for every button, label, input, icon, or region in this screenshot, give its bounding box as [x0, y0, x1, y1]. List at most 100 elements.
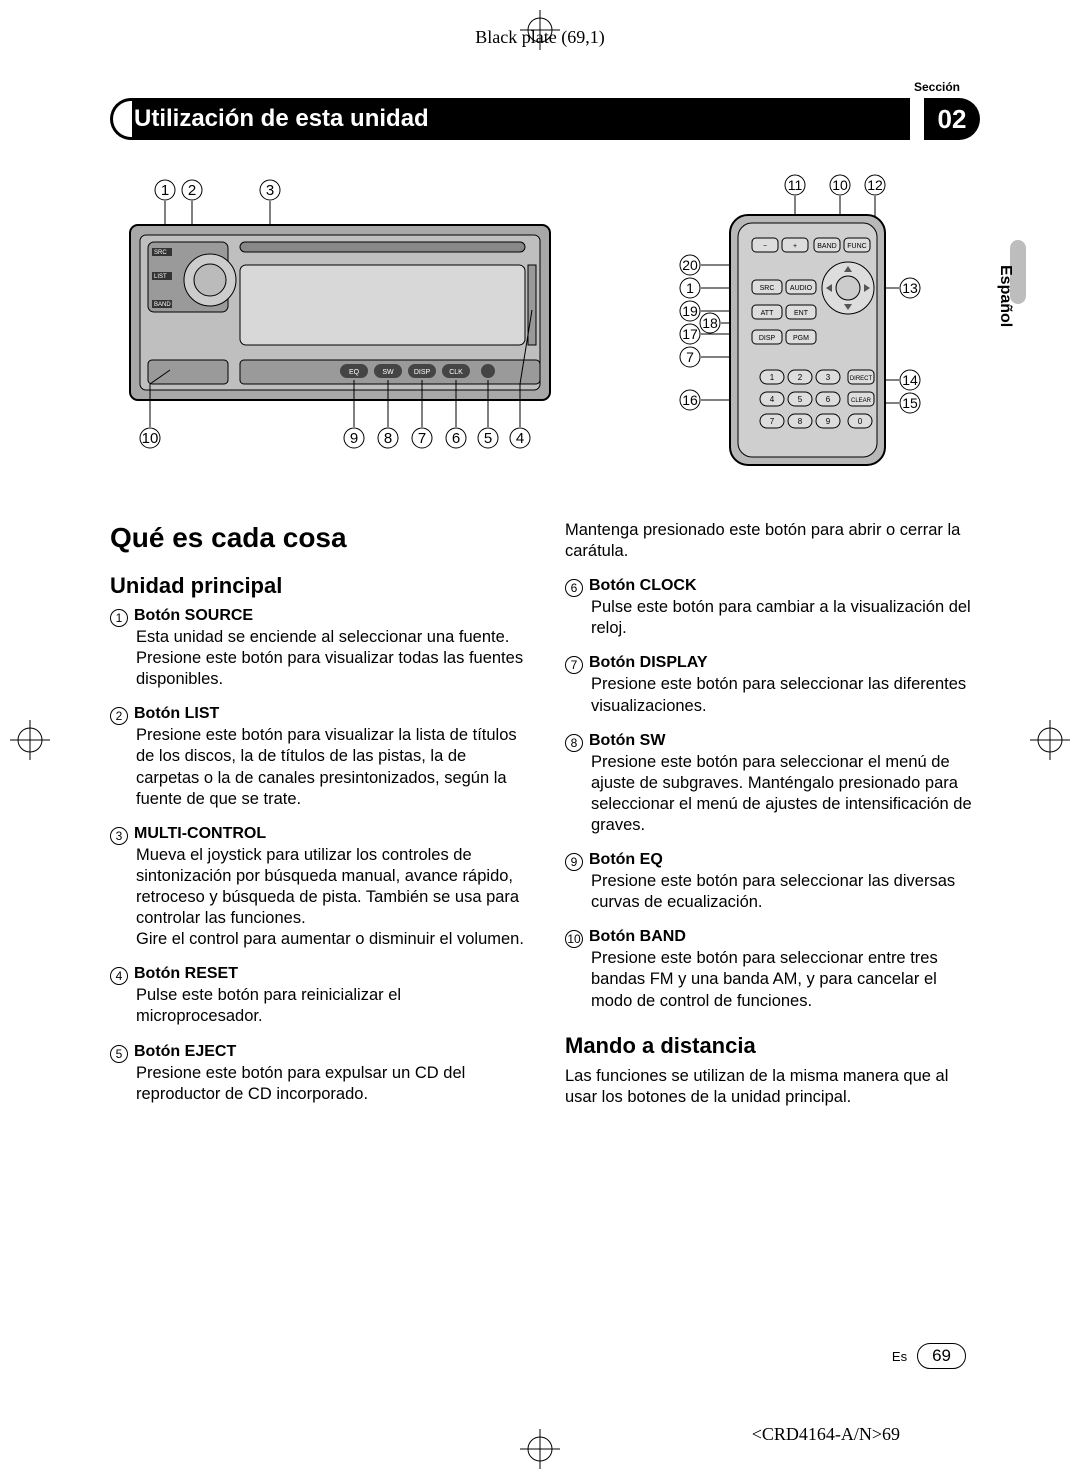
definition-item: 9Botón EQPresione este botón para selecc… [565, 850, 980, 913]
callout-number: 8 [565, 734, 583, 752]
definition-body: Presione este botón para seleccionar las… [565, 674, 980, 716]
svg-text:6: 6 [826, 395, 831, 404]
definition-item: 8 Botón SW Presione este botón para selecc… [565, 731, 980, 836]
heading-mando: Mando a distancia [565, 1032, 980, 1060]
definition-head: 7 Botón DISPLAY [565, 653, 980, 674]
definition-head: 2 Botón LIST [110, 704, 525, 725]
svg-text:1: 1 [770, 373, 775, 382]
heading-que-es: Qué es cada cosa [110, 520, 525, 556]
section-number: 02 [924, 98, 980, 140]
svg-text:DISP: DISP [759, 335, 776, 342]
svg-text:10: 10 [142, 430, 159, 447]
definition-head: 4 Botón RESET [110, 964, 525, 985]
definition-title: Botón SOURCE [134, 607, 253, 624]
svg-text:12: 12 [867, 177, 883, 193]
seccion-label: Sección [110, 80, 980, 94]
definition-head: 1 Botón SOURCE [110, 606, 525, 627]
svg-text:CLK: CLK [449, 369, 463, 376]
definition-body: Pulse este botón para reinicializar el m… [110, 985, 525, 1027]
left-column: Qué es cada cosa Unidad principal 1Botón… [110, 520, 525, 1119]
definition-title: Botón LIST [134, 705, 219, 722]
svg-text:5: 5 [484, 430, 492, 447]
definition-head: 5Botón EJECT [110, 1042, 525, 1063]
definition-body: Pulse este botón para cambiar a la visua… [565, 597, 980, 639]
svg-text:EQ: EQ [349, 369, 360, 376]
crop-mark-left [10, 720, 50, 760]
callout-number: 7 [565, 656, 583, 674]
definition-title: Botón RESET [134, 965, 238, 982]
definition-item: 4 Botón RESET Pulse este botón para reinic… [110, 964, 525, 1027]
definition-title: MULTI-CONTROL [134, 825, 266, 842]
svg-text:3: 3 [826, 373, 831, 382]
callout-number: 3 [110, 827, 128, 845]
callout-number: 1 [110, 609, 128, 627]
definition-item: 5Botón EJECTPresione este botón para exp… [110, 1042, 525, 1105]
definition-head: 6Botón CLOCK [565, 576, 980, 597]
svg-text:15: 15 [902, 395, 918, 411]
definition-head: 10Botón BAND [565, 927, 980, 948]
callout-number: 2 [110, 707, 128, 725]
definition-body: Presione este botón para seleccionar el … [565, 752, 980, 836]
svg-text:17: 17 [682, 326, 698, 342]
remote-control-diagram: 11 10 12 20 1 19 17 7 18 16 13 14 15 [630, 170, 930, 480]
definition-title: Botón DISPLAY [589, 654, 708, 671]
definition-body: Presione este botón para seleccionar ent… [565, 948, 980, 1011]
svg-text:8: 8 [384, 430, 392, 447]
svg-text:13: 13 [902, 280, 918, 296]
svg-text:BAND: BAND [817, 243, 836, 250]
svg-text:9: 9 [826, 417, 831, 426]
section-header: Utilización de esta unidad 02 [110, 98, 980, 140]
callout-number: 10 [565, 930, 583, 948]
definition-item: 1 Botón SOURCE Esta unidad se enciende al … [110, 606, 525, 690]
footer-lang: Es [892, 1349, 907, 1364]
svg-text:3: 3 [266, 182, 274, 199]
right-column: Mantenga presionado este botón para abri… [565, 520, 980, 1119]
svg-text:1: 1 [161, 182, 169, 199]
definition-title: Botón EQ [589, 851, 663, 868]
page-footer: Es 69 [892, 1343, 966, 1369]
svg-text:14: 14 [902, 372, 918, 388]
black-plate-label: Black plate (69,1) [475, 27, 604, 48]
svg-text:7: 7 [418, 430, 426, 447]
svg-text:19: 19 [682, 303, 698, 319]
svg-text:−: − [763, 243, 767, 250]
callout-number: 9 [565, 853, 583, 871]
svg-text:SRC: SRC [760, 285, 775, 292]
definition-title: Botón SW [589, 732, 665, 749]
definition-body: Presione este botón para visualizar la l… [110, 725, 525, 809]
svg-text:ATT: ATT [761, 310, 774, 317]
svg-text:2: 2 [798, 373, 803, 382]
svg-text:DIRECT: DIRECT [850, 376, 873, 382]
footer-page-number: 69 [917, 1343, 966, 1369]
svg-text:16: 16 [682, 392, 698, 408]
callout-number: 4 [110, 967, 128, 985]
callout-number: 6 [565, 579, 583, 597]
svg-text:4: 4 [516, 430, 524, 447]
svg-text:2: 2 [188, 182, 196, 199]
svg-text:9: 9 [350, 430, 358, 447]
svg-text:8: 8 [798, 417, 803, 426]
definition-head: 9 Botón EQ [565, 850, 980, 871]
svg-text:PGM: PGM [793, 335, 809, 342]
definition-item: 10Botón BANDPresione este botón para sel… [565, 927, 980, 1011]
svg-text:7: 7 [770, 417, 775, 426]
svg-text:0: 0 [858, 417, 863, 426]
definition-item: 7 Botón DISPLAY Presione este botón para s… [565, 653, 980, 716]
main-unit-diagram: 1 2 3 SRC LIST BAND [110, 170, 570, 470]
crop-mark-bottom [520, 1429, 560, 1469]
svg-text:18: 18 [702, 315, 718, 331]
svg-text:FUNC: FUNC [847, 243, 866, 250]
svg-text:5: 5 [798, 395, 803, 404]
definition-body: Esta unidad se enciende al seleccionar u… [110, 627, 525, 690]
definition-item: 3MULTI-CONTROLMueva el joystick para uti… [110, 824, 525, 951]
section-title: Utilización de esta unidad [132, 98, 910, 140]
col2-intro: Mantenga presionado este botón para abri… [565, 520, 980, 562]
svg-text:LIST: LIST [154, 274, 167, 280]
language-tab: Español [996, 265, 1014, 327]
definition-title: Botón EJECT [134, 1043, 236, 1060]
definition-head: 8 Botón SW [565, 731, 980, 752]
definition-item: 6Botón CLOCKPulse este botón para cambia… [565, 576, 980, 639]
svg-text:+: + [793, 243, 797, 250]
svg-text:7: 7 [686, 349, 694, 365]
svg-text:SRC: SRC [154, 250, 167, 256]
